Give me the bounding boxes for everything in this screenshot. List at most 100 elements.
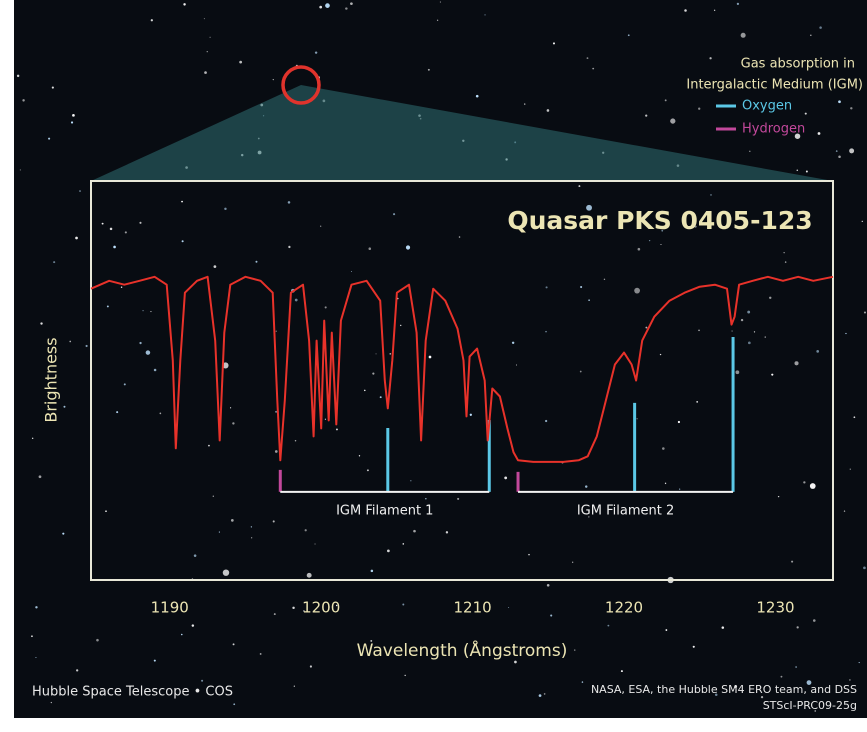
star — [638, 248, 641, 251]
star — [146, 350, 151, 355]
star — [863, 567, 866, 570]
star — [204, 71, 207, 74]
star — [741, 33, 746, 38]
filament-label: IGM Filament 1 — [336, 503, 433, 518]
star — [645, 115, 647, 117]
star — [684, 9, 687, 12]
star — [698, 329, 700, 331]
star — [547, 109, 550, 112]
star — [709, 57, 711, 59]
star — [105, 510, 107, 512]
star — [838, 100, 841, 103]
x-tick-label: 1220 — [605, 599, 643, 617]
star — [22, 99, 24, 101]
star — [413, 530, 416, 533]
star — [585, 485, 587, 487]
star — [201, 680, 203, 682]
star — [754, 331, 755, 332]
star — [588, 299, 590, 301]
star — [182, 240, 184, 242]
star — [838, 155, 841, 158]
star — [504, 477, 507, 480]
star — [208, 445, 210, 447]
star — [288, 246, 290, 248]
star — [403, 543, 405, 545]
star — [732, 330, 733, 331]
star — [260, 653, 262, 655]
star — [710, 194, 712, 196]
star — [457, 498, 459, 500]
star — [621, 670, 623, 672]
star — [53, 261, 55, 263]
star — [325, 419, 326, 420]
star — [580, 286, 582, 288]
star — [628, 34, 630, 36]
star — [276, 331, 277, 332]
star — [806, 171, 808, 173]
star — [315, 543, 316, 544]
star — [645, 327, 647, 329]
star — [325, 3, 330, 8]
star — [850, 469, 851, 470]
star — [292, 607, 294, 609]
star — [679, 489, 680, 490]
star — [125, 231, 127, 233]
star — [572, 562, 573, 563]
star — [797, 169, 799, 171]
star — [32, 438, 33, 439]
star — [71, 121, 73, 123]
star — [785, 261, 786, 262]
star — [761, 696, 763, 698]
star — [210, 37, 211, 38]
star — [320, 226, 321, 227]
star — [747, 311, 750, 314]
star — [96, 639, 99, 642]
star — [192, 624, 194, 626]
star — [844, 510, 845, 511]
x-tick-label: 1230 — [756, 599, 794, 617]
star — [17, 75, 19, 77]
star — [305, 529, 307, 531]
star — [849, 148, 854, 153]
star — [748, 341, 751, 344]
star — [797, 626, 799, 628]
star — [389, 353, 391, 355]
star — [662, 447, 665, 450]
star — [805, 113, 807, 115]
star — [121, 287, 122, 288]
star — [783, 252, 784, 253]
star — [665, 99, 667, 101]
background — [14, 0, 867, 718]
star — [693, 646, 695, 648]
star — [107, 305, 109, 307]
legend-title: Gas absorption in — [741, 57, 855, 72]
star — [545, 420, 547, 422]
star — [574, 649, 575, 650]
star — [428, 69, 430, 71]
star — [124, 383, 126, 385]
star — [310, 665, 312, 667]
star — [849, 679, 851, 681]
star — [550, 614, 552, 616]
star — [307, 573, 312, 578]
star — [402, 603, 404, 605]
star — [678, 421, 680, 423]
star — [35, 657, 36, 658]
star — [791, 561, 793, 563]
star — [637, 418, 638, 419]
star — [239, 61, 242, 64]
star — [446, 531, 448, 533]
star — [231, 519, 234, 522]
star — [696, 401, 698, 403]
star — [372, 373, 374, 375]
star — [79, 190, 81, 192]
star — [63, 406, 65, 408]
star — [368, 247, 371, 250]
star — [476, 95, 479, 98]
star — [810, 483, 816, 489]
star — [51, 702, 52, 703]
star — [52, 86, 54, 88]
x-tick-label: 1200 — [302, 599, 340, 617]
star — [698, 108, 700, 110]
star — [367, 469, 369, 471]
